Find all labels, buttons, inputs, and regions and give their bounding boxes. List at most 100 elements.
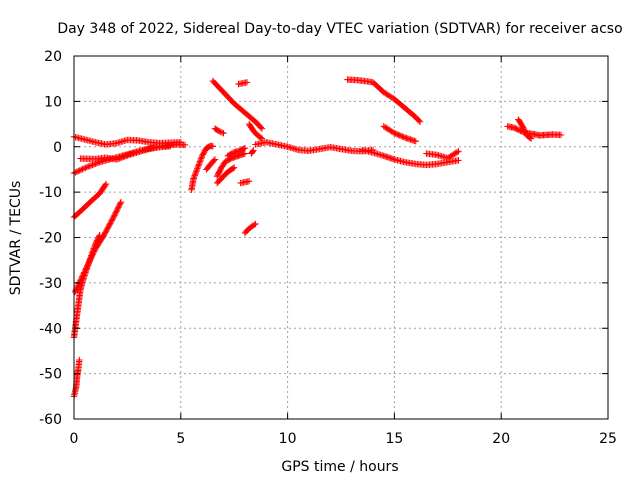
series-track-9 xyxy=(203,156,219,173)
data-point xyxy=(257,134,265,141)
series-track-4 xyxy=(70,180,110,221)
chart-title: Day 348 of 2022, Sidereal Day-to-day VTE… xyxy=(57,21,622,37)
data-point xyxy=(243,79,251,86)
data-point xyxy=(72,169,79,176)
data-point xyxy=(245,178,253,185)
data-point xyxy=(194,165,201,172)
data-point xyxy=(79,165,86,173)
data-point xyxy=(196,158,204,165)
data-point xyxy=(194,163,202,171)
series-track-6 xyxy=(70,232,103,341)
series-track-21 xyxy=(344,76,424,125)
x-tick-label: 0 xyxy=(70,431,79,447)
data-point xyxy=(116,155,123,162)
data-point xyxy=(111,212,118,219)
series-track-14 xyxy=(241,220,259,237)
series-track-12 xyxy=(224,144,249,160)
data-point xyxy=(80,165,88,172)
data-point xyxy=(109,214,117,222)
data-point xyxy=(75,167,82,175)
data-point xyxy=(195,162,202,169)
data-point xyxy=(111,210,119,218)
data-point xyxy=(412,138,419,145)
data-point xyxy=(106,221,113,228)
data-point xyxy=(107,218,115,226)
data-point xyxy=(209,143,217,150)
data-point xyxy=(109,216,116,223)
data-point xyxy=(258,125,266,132)
axis-ticks xyxy=(73,55,609,420)
data-point xyxy=(392,130,399,137)
data-point xyxy=(453,148,461,156)
series-track-18 xyxy=(245,120,266,142)
data-point xyxy=(112,209,119,216)
data-point xyxy=(190,173,198,181)
data-point xyxy=(217,128,224,136)
data-point xyxy=(77,166,85,173)
data-point xyxy=(231,164,238,171)
series-track-25 xyxy=(504,123,565,139)
data-point xyxy=(211,156,219,163)
data-point xyxy=(241,150,249,157)
x-tick-label: 25 xyxy=(599,431,617,447)
series-track-13 xyxy=(237,178,253,187)
data-point xyxy=(73,284,81,291)
x-tick-label: 20 xyxy=(492,431,510,447)
x-tick-label: 10 xyxy=(279,431,297,447)
data-point xyxy=(193,168,200,175)
data-point xyxy=(87,162,95,169)
data-point xyxy=(197,155,205,162)
data-point xyxy=(117,198,125,206)
data-point xyxy=(122,152,130,160)
data-point xyxy=(105,222,113,230)
series-track-16 xyxy=(235,79,251,88)
data-point xyxy=(415,117,423,124)
series-track-22 xyxy=(380,123,419,145)
data-point xyxy=(113,208,120,215)
data-point xyxy=(455,148,462,155)
data-point xyxy=(76,356,83,364)
data-point xyxy=(85,163,92,170)
data-point xyxy=(117,200,124,207)
y-tick-label: -50 xyxy=(39,367,62,383)
y-tick-label: -10 xyxy=(39,185,62,201)
data-point xyxy=(83,163,91,171)
x-tick-label: 5 xyxy=(176,431,185,447)
data-point xyxy=(121,153,128,160)
data-point xyxy=(114,205,121,212)
series-track-19 xyxy=(248,147,257,157)
data-point xyxy=(395,131,402,139)
data-point xyxy=(104,225,111,232)
y-tick-label: -40 xyxy=(39,321,62,337)
data-point xyxy=(396,132,403,139)
data-point xyxy=(117,154,124,162)
data-point xyxy=(113,206,121,214)
data-point xyxy=(393,131,401,138)
data-point xyxy=(249,148,256,155)
x-tick-label: 15 xyxy=(385,431,403,447)
data-point xyxy=(526,134,534,141)
series-track-15 xyxy=(211,125,227,137)
y-tick-label: 0 xyxy=(53,140,62,156)
data-point xyxy=(120,153,127,161)
data-point xyxy=(455,157,462,164)
data-point xyxy=(210,157,218,164)
data-point xyxy=(102,180,110,188)
data-point xyxy=(216,128,223,135)
data-point xyxy=(197,156,204,164)
data-point xyxy=(400,133,407,141)
data-point xyxy=(118,154,126,161)
data-point xyxy=(90,161,98,168)
data-point xyxy=(229,165,237,172)
data-point xyxy=(166,143,174,150)
data-point xyxy=(86,162,93,170)
data-point xyxy=(115,204,122,211)
data-point xyxy=(104,224,112,231)
data-point xyxy=(416,118,424,125)
data-point xyxy=(220,129,227,137)
series-track-3 xyxy=(77,143,174,163)
data-point xyxy=(251,221,258,228)
data-point xyxy=(107,220,114,227)
y-tick-label: -20 xyxy=(39,231,62,247)
